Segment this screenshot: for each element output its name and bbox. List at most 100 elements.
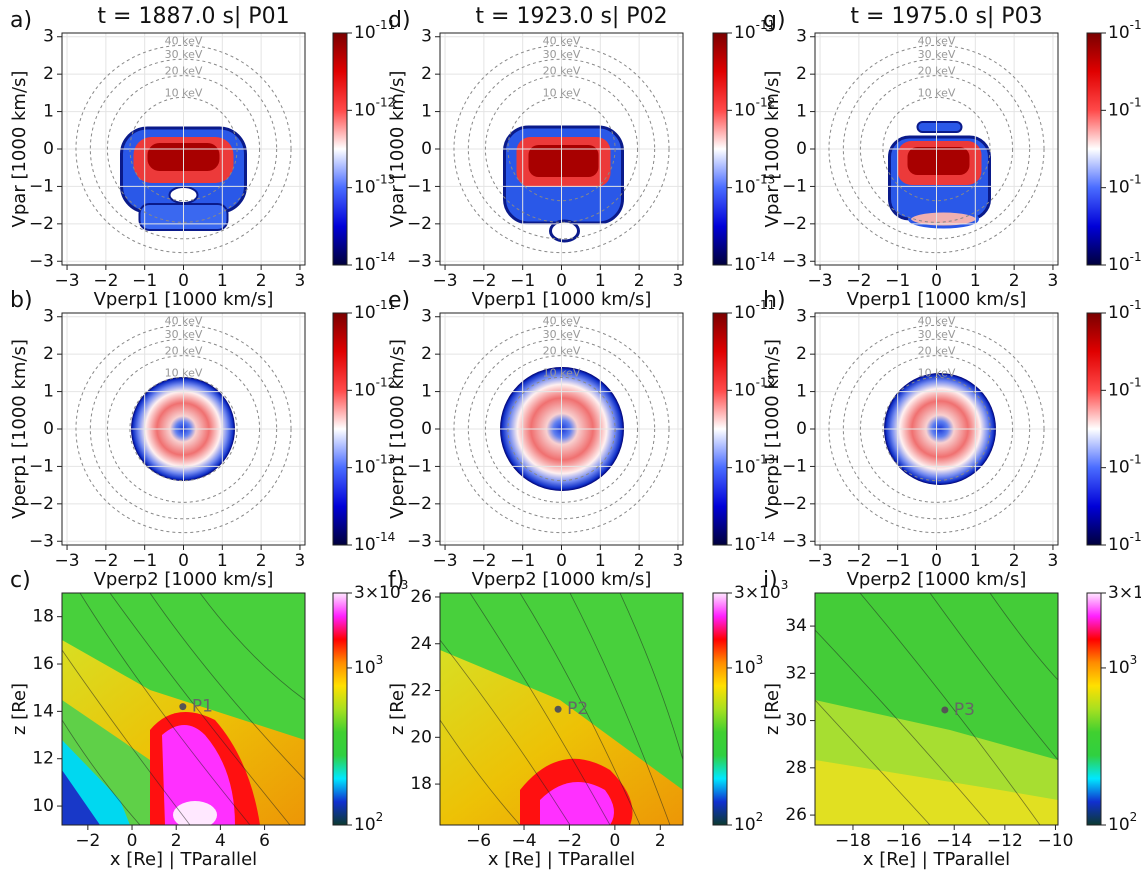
colorbar-tick-label: 3×103 (1108, 578, 1141, 604)
point-label: P3 (954, 700, 975, 720)
energy-circle (507, 96, 616, 202)
y-tick-label: −2 (782, 214, 807, 234)
colorbar-tick-label: 10-13 (1108, 452, 1141, 478)
colorbar-tick-exponent: -11 (756, 298, 776, 312)
x-tick-label: −16 (886, 831, 922, 851)
y-tick-label: 0 (796, 419, 807, 439)
colorbar-tick-exponent: -13 (1130, 172, 1141, 186)
energy-label: 10 keV (918, 366, 956, 379)
point-label: P2 (567, 699, 588, 719)
x-axis-label: Vperp2 [1000 km/s] (472, 569, 652, 590)
colorbar-tick-exponent: 2 (1130, 810, 1138, 824)
colorbar-tick-exponent: -11 (756, 18, 776, 32)
y-tick-label: 12 (32, 749, 54, 769)
x-tick-label: 0 (556, 271, 567, 291)
colorbar-tick-exponent: -12 (376, 95, 396, 109)
x-tick-label: −2 (471, 271, 496, 291)
distribution (888, 121, 991, 229)
plot-frame (814, 32, 1059, 266)
energy-label: 40 keV (543, 34, 581, 47)
panel-label: b) (10, 288, 33, 313)
colorbar-tick-exponent: -12 (756, 375, 776, 389)
x-tick-label: 2 (256, 271, 267, 291)
energy-circle (882, 96, 991, 202)
y-tick-label: 16 (32, 654, 54, 674)
colorbar-tick-label: 10-13 (354, 172, 395, 198)
colorbar-tick-exponent: -11 (1130, 18, 1141, 32)
x-tick-label: −1 (885, 551, 910, 571)
y-tick-label: 22 (410, 681, 432, 701)
x-tick-label: 2 (1009, 271, 1020, 291)
y-tick-label: −2 (407, 214, 432, 234)
colorbar-tick-exponent: -11 (1130, 298, 1141, 312)
y-tick-label: −3 (407, 531, 432, 551)
energy-label: 40 keV (918, 34, 956, 47)
x-axis-label: x [Re] | TParallel (110, 849, 257, 870)
colorbar-tick-base: 10 (734, 815, 756, 835)
colorbar-tick-label: 10-11 (354, 18, 395, 44)
x-tick-label: 3 (1048, 271, 1059, 291)
x-tick-label: −3 (55, 271, 80, 291)
energy-label: 20 keV (918, 345, 956, 358)
x-tick-label: −1 (510, 271, 535, 291)
energy-circle (75, 44, 292, 254)
colorbar-tick-base: 10 (1108, 100, 1130, 120)
panel-title: t = 1887.0 s| P01 (97, 4, 289, 29)
colorbar-tick-exponent: -12 (1130, 95, 1141, 109)
colorbar-tick-base: 10 (734, 458, 756, 478)
colorbar-tick-label: 10-12 (354, 95, 395, 121)
y-tick-label: 26 (785, 805, 807, 825)
panel-title: t = 1923.0 s| P02 (475, 4, 667, 29)
energy-circle (106, 355, 261, 503)
colorbar-tick-exponent: -12 (756, 95, 776, 109)
x-tick-label: 0 (178, 551, 189, 571)
energy-label: 10 keV (918, 86, 956, 99)
panel-label: f) (388, 568, 404, 593)
x-tick-label: 0 (127, 831, 138, 851)
colorbar-tick-exponent: -14 (1130, 250, 1141, 264)
colorbar-tick-label: 10-13 (354, 452, 395, 478)
colorbar-tick-base: 10 (1108, 23, 1130, 43)
x-tick-label: 2 (256, 551, 267, 571)
y-tick-label: −2 (782, 494, 807, 514)
y-tick-label: 3 (421, 307, 432, 327)
x-tick-label: −14 (936, 831, 972, 851)
colorbar-tick-exponent: 3 (401, 578, 409, 592)
y-tick-label: −3 (29, 531, 54, 551)
x-tick-label: −4 (511, 831, 536, 851)
colorbar-tick-label: 102 (1108, 810, 1137, 836)
y-tick-label: −1 (29, 456, 54, 476)
x-axis-label: Vperp2 [1000 km/s] (847, 569, 1027, 590)
y-tick-label: 34 (785, 616, 807, 636)
colorbar-tick-exponent: -13 (756, 452, 776, 466)
x-tick-label: −1 (510, 551, 535, 571)
colorbar-tick-exponent: -14 (376, 530, 396, 544)
x-tick-label: 1 (217, 551, 228, 571)
energy-circle (89, 338, 278, 520)
energy-label: 20 keV (918, 65, 956, 78)
energy-label: 30 keV (543, 48, 581, 61)
y-tick-label: 2 (43, 344, 54, 364)
colorbar-tick-label: 10-11 (734, 18, 775, 44)
y-tick-label: 20 (410, 727, 432, 747)
panel: −3 −2 −1 0 1 2 3 −3 −2 −1 0 1 2 3 10 keV 20 keV 30 keV40… (387, 288, 775, 590)
y-axis-label: z [Re] (9, 683, 30, 735)
colorbar-tick-base: 10 (1108, 458, 1130, 478)
y-tick-label: 28 (785, 758, 807, 778)
energy-label: 30 keV (165, 328, 203, 341)
colorbar-tick-base: 10 (1108, 255, 1130, 275)
point (554, 705, 562, 713)
colorbar-tick-label: 10-14 (734, 250, 775, 276)
energy-circle (467, 58, 656, 240)
x-tick-label: −2 (75, 831, 100, 851)
panel-label: h) (763, 288, 786, 313)
y-axis-label: Vperp1 [1000 km/s] (9, 339, 30, 519)
x-tick-label: −3 (433, 551, 458, 571)
y-tick-label: −2 (29, 494, 54, 514)
y-tick-label: 1 (421, 382, 432, 402)
energy-circle (484, 75, 639, 223)
colorbar-tick-label: 102 (354, 810, 383, 836)
colorbar-tick-exponent: -14 (756, 250, 776, 264)
y-tick-label: 2 (796, 64, 807, 84)
energy-label: 20 keV (165, 65, 203, 78)
